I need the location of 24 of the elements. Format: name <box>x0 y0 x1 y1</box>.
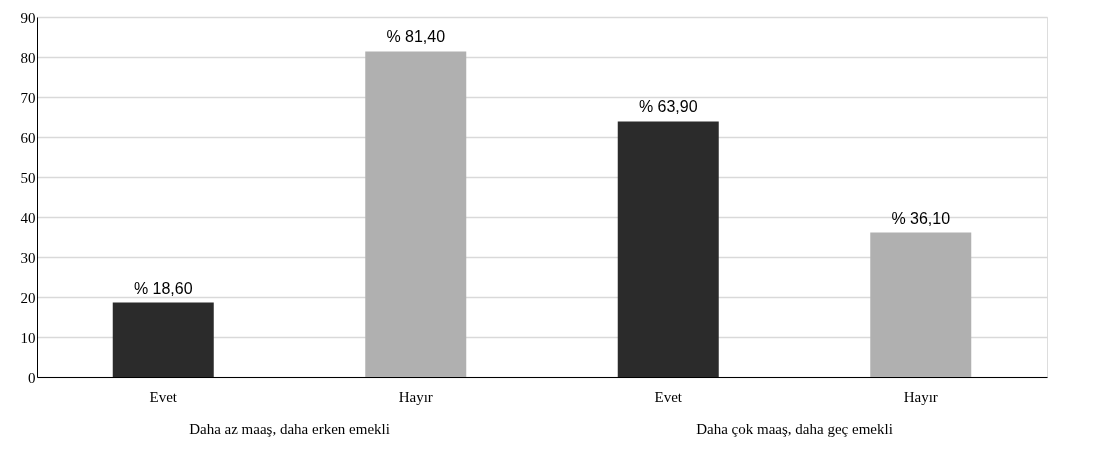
y-tick-label: 10 <box>20 329 36 346</box>
y-tick-label: 20 <box>20 289 36 306</box>
data-label: % 18,60 <box>133 279 193 297</box>
bar <box>870 232 972 377</box>
y-tick-label: 80 <box>20 49 36 66</box>
y-tick-label: 30 <box>20 249 36 266</box>
data-label: % 63,90 <box>638 98 698 116</box>
y-tick-label: 0 <box>28 369 36 386</box>
y-tick-label: 50 <box>20 169 36 186</box>
bar <box>365 51 467 377</box>
y-tick-label: 60 <box>20 129 36 146</box>
bar <box>112 302 214 377</box>
data-label: % 36,10 <box>891 209 951 227</box>
bar <box>617 121 719 377</box>
y-tick-label: 90 <box>20 9 36 26</box>
x-tick-label: Evet <box>654 388 683 405</box>
data-label: % 81,40 <box>386 28 446 46</box>
text: Daha çok maaş, daha geç emekli <box>696 421 893 437</box>
text: Daha az maaş, daha erken emekli <box>189 421 390 437</box>
y-tick-label: 40 <box>20 209 36 226</box>
x-tick-label: Evet <box>149 388 178 405</box>
x-tick-label: Hayır <box>398 388 433 405</box>
x-tick-label: Hayır <box>903 388 938 405</box>
y-tick-label: 70 <box>20 89 36 106</box>
